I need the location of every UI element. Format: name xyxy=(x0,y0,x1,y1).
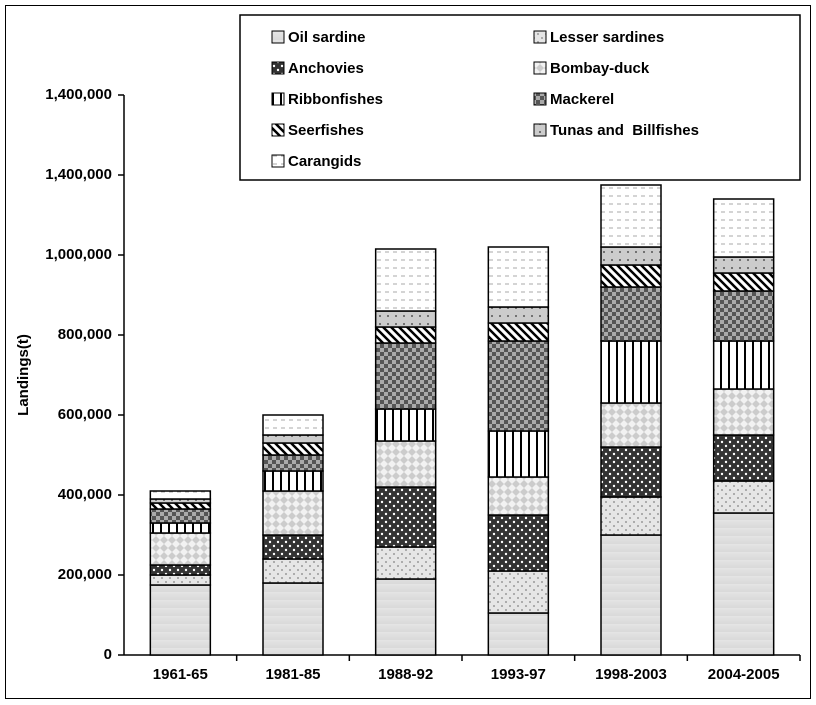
x-tick-label: 1981-85 xyxy=(265,666,320,683)
legend xyxy=(239,14,801,181)
legend-label: Bombay-duck xyxy=(550,60,650,77)
bar-segment xyxy=(600,534,662,656)
bar-segment xyxy=(374,342,437,410)
bar-segment xyxy=(149,502,212,510)
x-tick-label: 1961-65 xyxy=(153,666,208,683)
legend-swatch xyxy=(271,123,285,137)
x-tick-label: 2004-2005 xyxy=(708,666,780,683)
bar-segment xyxy=(374,310,437,328)
bar-segment xyxy=(374,578,437,656)
legend-swatch xyxy=(271,30,285,44)
x-tick-label: 1988-92 xyxy=(378,666,433,683)
y-tick-label: 600,000 xyxy=(58,406,112,423)
bar-segment xyxy=(374,408,437,442)
x-tick-label: 1993-97 xyxy=(491,666,546,683)
bar-segment xyxy=(149,584,212,656)
y-tick-label: 1,000,000 xyxy=(45,246,112,263)
bar-segment xyxy=(600,496,662,536)
bar-segment xyxy=(712,512,775,656)
bar-segment xyxy=(262,470,324,492)
bar-segment xyxy=(262,490,324,536)
bar-segment xyxy=(374,248,437,312)
bar-segment xyxy=(600,402,662,448)
bar-segment xyxy=(487,306,550,324)
y-tick-label: 200,000 xyxy=(58,566,112,583)
bar-segment xyxy=(262,434,324,444)
bar-segment xyxy=(487,570,550,614)
bar-segment xyxy=(149,490,212,500)
bar-segment xyxy=(487,246,550,308)
bar-segment xyxy=(487,514,550,572)
bar-segment xyxy=(712,290,775,342)
bar-segment xyxy=(149,532,212,566)
y-axis-label: Landings(t) xyxy=(15,334,32,416)
legend-swatch xyxy=(533,30,547,44)
bar-segment xyxy=(487,612,550,656)
y-tick-label: 400,000 xyxy=(58,486,112,503)
legend-swatch xyxy=(271,154,285,168)
bar-segment xyxy=(600,264,662,288)
legend-label: Seerfishes xyxy=(288,122,364,139)
bar-segment xyxy=(374,486,437,548)
y-tick-label: 0 xyxy=(104,646,112,663)
bar-segment xyxy=(712,340,775,390)
bar-segment xyxy=(262,558,324,584)
y-tick-label: 800,000 xyxy=(58,326,112,343)
bar-segment xyxy=(262,454,324,472)
bar-segment xyxy=(374,326,437,344)
bar-segment xyxy=(374,440,437,488)
bar-segment xyxy=(149,522,212,534)
legend-swatch xyxy=(533,123,547,137)
bar-segment xyxy=(712,256,775,274)
bar-segment xyxy=(262,534,324,560)
bar-segment xyxy=(600,340,662,404)
bar-segment xyxy=(149,508,212,524)
bar-segment xyxy=(149,574,212,586)
bar-segment xyxy=(487,322,550,342)
bar-segment xyxy=(712,434,775,482)
legend-swatch xyxy=(271,92,285,106)
legend-label: Mackerel xyxy=(550,91,614,108)
bar-segment xyxy=(262,582,324,656)
legend-swatch xyxy=(533,61,547,75)
bar-segment xyxy=(600,446,662,498)
legend-label: Ribbonfishes xyxy=(288,91,383,108)
legend-swatch xyxy=(271,61,285,75)
bar-segment xyxy=(262,442,324,456)
legend-swatch xyxy=(533,92,547,106)
bar-segment xyxy=(600,246,662,266)
bar-segment xyxy=(600,286,662,342)
legend-label: Anchovies xyxy=(288,60,364,77)
bar-segment xyxy=(487,476,550,516)
legend-label: Lesser sardines xyxy=(550,29,664,46)
legend-label: Tunas and Billfishes xyxy=(550,122,699,139)
bar-segment xyxy=(712,198,775,258)
bar-segment xyxy=(712,480,775,514)
bar-segment xyxy=(262,414,324,436)
legend-label: Oil sardine xyxy=(288,29,366,46)
bar-segment xyxy=(712,272,775,292)
bar-segment xyxy=(600,184,662,248)
y-tick-label: 1,400,000 xyxy=(45,166,112,183)
frame xyxy=(5,5,811,699)
bar-segment xyxy=(487,340,550,432)
x-tick-label: 1998-2003 xyxy=(595,666,667,683)
bar-segment xyxy=(374,546,437,580)
bar-segment xyxy=(712,388,775,436)
legend-label: Carangids xyxy=(288,153,361,170)
bar-segment xyxy=(149,564,212,576)
bar-segment xyxy=(487,430,550,478)
y-tick-label: 1,400,000 xyxy=(45,86,112,103)
